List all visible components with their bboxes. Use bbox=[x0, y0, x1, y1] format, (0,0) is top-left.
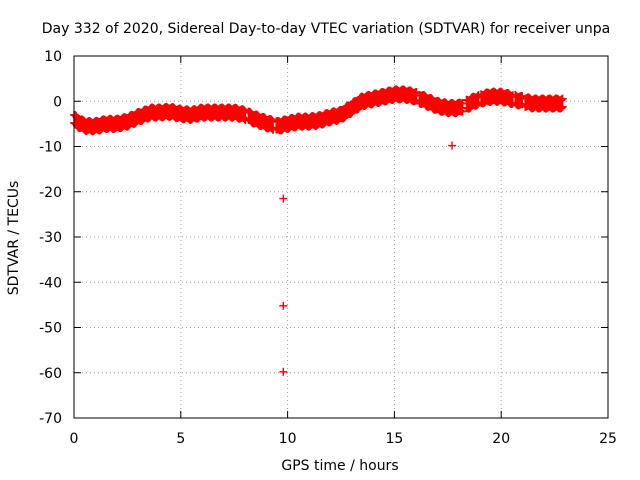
x-tick-label: 25 bbox=[599, 431, 617, 447]
x-tick-label: 20 bbox=[492, 431, 510, 447]
y-tick-label: -40 bbox=[39, 275, 62, 291]
y-tick-label: -60 bbox=[39, 366, 62, 382]
y-axis-label: SDTVAR / TECUs bbox=[6, 181, 22, 296]
y-tick-label: 0 bbox=[53, 94, 62, 110]
chart-title: Day 332 of 2020, Sidereal Day-to-day VTE… bbox=[42, 21, 610, 37]
outlier-point bbox=[279, 367, 288, 376]
outlier-point bbox=[279, 194, 288, 203]
data-point bbox=[458, 99, 467, 108]
y-tick-label: -10 bbox=[39, 140, 62, 156]
y-tick-label: -30 bbox=[39, 230, 62, 246]
y-tick-label: 10 bbox=[44, 49, 62, 65]
x-tick-label: 5 bbox=[176, 431, 185, 447]
y-tick-label: -50 bbox=[39, 321, 62, 337]
axis-ticks bbox=[73, 55, 609, 419]
data-point bbox=[558, 94, 567, 103]
data-point bbox=[558, 102, 567, 111]
outlier-point bbox=[279, 301, 288, 310]
x-tick-label: 15 bbox=[385, 431, 403, 447]
y-axis-tick-labels: 10 0 -10 -20 -30 -40 -50 -60 -70 bbox=[39, 49, 62, 427]
data-points bbox=[70, 85, 567, 376]
y-tick-label: -20 bbox=[39, 185, 62, 201]
x-axis-label: GPS time / hours bbox=[281, 458, 398, 474]
x-tick-label: 0 bbox=[70, 431, 79, 447]
x-tick-label: 10 bbox=[279, 431, 297, 447]
x-axis-tick-labels: 0 5 10 15 20 25 bbox=[70, 431, 617, 447]
outlier-point bbox=[448, 141, 457, 150]
y-tick-label: -70 bbox=[39, 411, 62, 427]
data-point bbox=[458, 107, 467, 116]
